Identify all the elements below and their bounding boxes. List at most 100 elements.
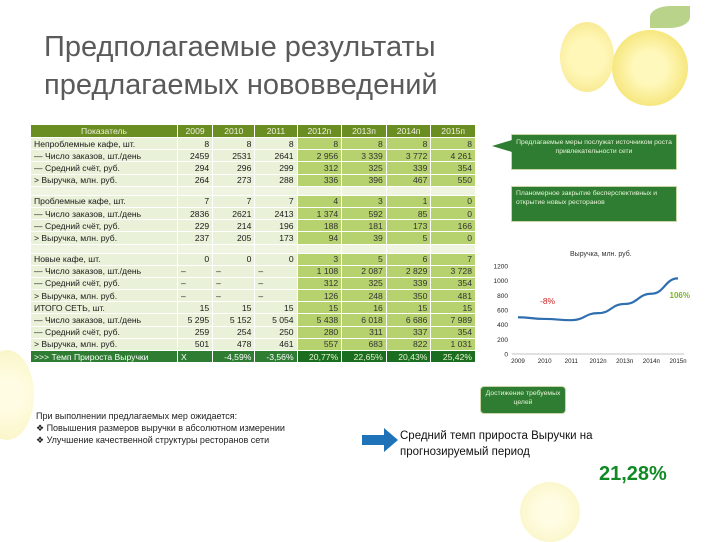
table-cell: 126: [297, 290, 342, 302]
table-cell: 0: [213, 253, 255, 265]
row-label: — Число заказов, шт./день: [31, 314, 178, 326]
table-cell: 501: [178, 338, 213, 350]
results-table: Показатель 2009 2010 2011 2012п 2013п 20…: [30, 124, 476, 363]
row-label: [31, 186, 178, 195]
table-cell: 337: [386, 326, 431, 338]
table-cell: 15: [255, 302, 297, 314]
table-cell: 2 829: [386, 265, 431, 277]
table-cell: 311: [342, 326, 387, 338]
table-cell: 3 728: [431, 265, 476, 277]
table-cell: [178, 186, 213, 195]
table-cell: -3,56%: [255, 351, 297, 363]
table-cell: 39: [342, 232, 387, 244]
table-cell: 196: [255, 220, 297, 232]
lemon-slice-decoration-bottom: [520, 482, 580, 542]
table-cell: 7: [213, 195, 255, 207]
row-label: Проблемные кафе, шт.: [31, 195, 178, 207]
table-cell: 336: [297, 174, 342, 186]
row-label: — Средний счёт, руб.: [31, 220, 178, 232]
table-cell: 237: [178, 232, 213, 244]
table-cell: 22,65%: [342, 351, 387, 363]
table-cell: –: [255, 277, 297, 289]
table-cell: 396: [342, 174, 387, 186]
table-cell: 354: [431, 162, 476, 174]
table-cell: [342, 186, 387, 195]
table-cell: –: [213, 277, 255, 289]
table-cell: 7: [431, 253, 476, 265]
table-cell: 339: [386, 277, 431, 289]
x-tick-label: 2015п: [669, 358, 686, 365]
table-cell: 15: [431, 302, 476, 314]
column-header-2011: 2011: [255, 125, 297, 138]
table-cell: [386, 186, 431, 195]
table-cell: [213, 244, 255, 253]
lemon-slice-decoration-left: [0, 350, 34, 440]
row-label: — Число заказов, шт./день: [31, 207, 178, 219]
table-cell: 259: [178, 326, 213, 338]
table-cell: 0: [431, 232, 476, 244]
table-cell: 2459: [178, 150, 213, 162]
table-cell: 15: [213, 302, 255, 314]
x-tick-label: 2014п: [643, 358, 660, 365]
row-label: — Число заказов, шт./день: [31, 265, 178, 277]
table-cell: 312: [297, 162, 342, 174]
row-label: [31, 244, 178, 253]
table-cell: 461: [255, 338, 297, 350]
table-cell: 85: [386, 207, 431, 219]
table-cell: 248: [342, 290, 387, 302]
callout-restaurant-restructuring: Планомерное закрытие бесперспективных и …: [511, 186, 677, 222]
table-cell: 8: [431, 138, 476, 150]
table-cell: 3: [297, 253, 342, 265]
row-label: — Средний счёт, руб.: [31, 162, 178, 174]
row-label: — Средний счёт, руб.: [31, 277, 178, 289]
table-cell: 467: [386, 174, 431, 186]
table-cell: [431, 186, 476, 195]
average-growth-caption-line2: прогнозируемый период: [400, 444, 592, 460]
table-cell: 94: [297, 232, 342, 244]
table-cell: 254: [213, 326, 255, 338]
y-tick-label: 400: [497, 322, 508, 329]
table-cell: 0: [431, 195, 476, 207]
column-header-2009: 2009: [178, 125, 213, 138]
table-cell: 7: [178, 195, 213, 207]
row-label: > Выручка, млн. руб.: [31, 174, 178, 186]
y-tick-label: 800: [497, 293, 508, 300]
table-cell: 296: [213, 162, 255, 174]
table-cell: 0: [431, 207, 476, 219]
x-tick-label: 2009: [511, 358, 525, 365]
results-table-container: Показатель 2009 2010 2011 2012п 2013п 20…: [30, 124, 476, 363]
table-cell: 2 956: [297, 150, 342, 162]
growth-annotation: 106%: [670, 291, 690, 300]
row-label: >>> Темп Прироста Выручки: [31, 351, 178, 363]
column-header-2012: 2012п: [297, 125, 342, 138]
table-cell: 1 108: [297, 265, 342, 277]
column-header-2013: 2013п: [342, 125, 387, 138]
table-cell: 25,42%: [431, 351, 476, 363]
table-cell: 4: [297, 195, 342, 207]
y-tick-label: 200: [497, 337, 508, 344]
table-cell: –: [213, 265, 255, 277]
table-cell: 166: [431, 220, 476, 232]
table-cell: 339: [386, 162, 431, 174]
row-label: ИТОГО СЕТЬ, шт.: [31, 302, 178, 314]
table-cell: [297, 244, 342, 253]
callout-growth-source: Предлагаемые меры послужат источником ро…: [511, 134, 677, 170]
table-cell: 8: [297, 138, 342, 150]
table-cell: 325: [342, 277, 387, 289]
y-tick-label: 0: [504, 352, 508, 359]
expected-outcomes-intro: При выполнении предлагаемых мер ожидаетс…: [36, 410, 356, 422]
table-cell: 20,77%: [297, 351, 342, 363]
table-cell: [342, 244, 387, 253]
table-cell: [386, 244, 431, 253]
